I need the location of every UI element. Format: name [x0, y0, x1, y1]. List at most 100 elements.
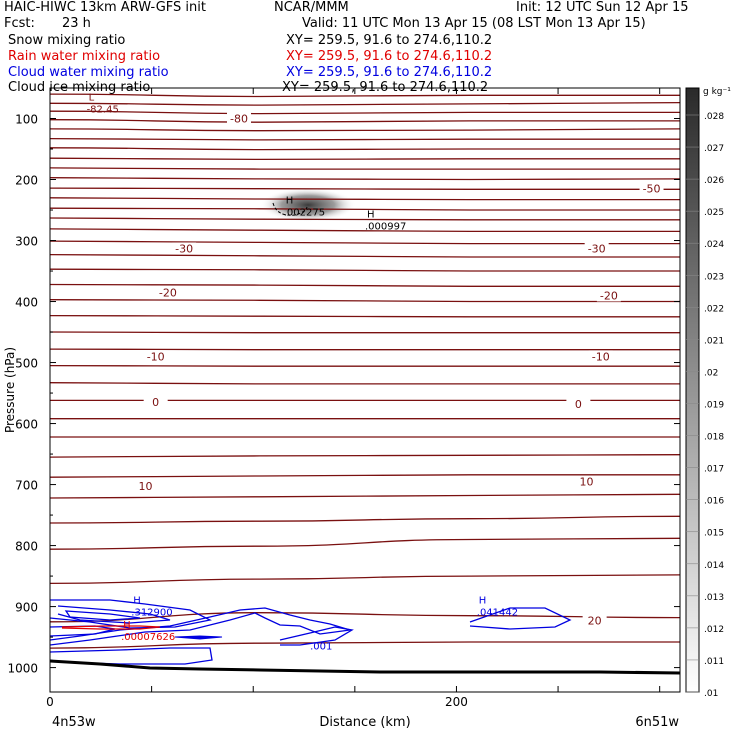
- temperature-contour-line: [50, 217, 680, 221]
- extreme-marker: H: [479, 596, 487, 607]
- extreme-value: .000997: [365, 221, 406, 232]
- colorbar-level-label: .019: [704, 401, 724, 411]
- extreme-value: .00007626: [121, 632, 175, 643]
- colorbar-level-label: .027: [704, 144, 724, 154]
- temperature-contour-line: [50, 177, 680, 181]
- field-name-snow: Snow mixing ratio: [8, 33, 126, 48]
- extreme-marker: H: [123, 620, 131, 631]
- contour-label-background: [584, 242, 609, 255]
- y-tick-label: 900: [15, 601, 38, 615]
- colorbar-level-label: .014: [704, 561, 724, 571]
- extreme-marker: H: [367, 209, 375, 220]
- field-xy-rain: XY= 259.5, 91.6 to 274.6,110.2: [286, 49, 493, 64]
- contour-label-background: [227, 112, 251, 125]
- colorbar-level-label: .023: [704, 272, 724, 282]
- x-tick-label: 0: [46, 695, 54, 709]
- contour-label-background: [566, 398, 591, 411]
- field-xy-cloud-water: XY= 259.5, 91.6 to 274.6,110.2: [286, 65, 493, 80]
- contour-label: -20: [600, 289, 618, 302]
- contour-label-background: [639, 182, 664, 195]
- temperature-contour-line: [50, 110, 680, 115]
- colorbar-unit: g kg⁻¹: [703, 87, 731, 97]
- temperature-contour-line: [50, 147, 680, 151]
- temperature-contour-line: [50, 128, 680, 132]
- extreme-marker: H: [286, 195, 294, 206]
- contour-label-background: [143, 396, 168, 409]
- colorbar-level-label: .012: [704, 625, 724, 635]
- terrain-surface: [49, 659, 681, 675]
- temperature-contour-line: [50, 157, 680, 161]
- plot-frame: [49, 87, 681, 693]
- colorbar-level-label: .028: [704, 112, 724, 122]
- extreme-value: .041442: [477, 608, 518, 619]
- y-tick-label: 200: [15, 174, 38, 188]
- colorbar: .028 .027 .026 .025 .024 .023 .022 .021 .02 .019.…: [685, 87, 731, 699]
- y-tick-label: 100: [15, 113, 38, 127]
- contour-label-background: [588, 350, 613, 363]
- contour-label: -80: [230, 113, 248, 126]
- temperature-contour-line: [50, 268, 680, 272]
- temperature-contour-line: [50, 240, 680, 245]
- left-endpoint-label: 4n53w: [52, 715, 96, 730]
- extreme-marker: L: [89, 92, 95, 103]
- y-tick-label: 1000: [7, 662, 38, 676]
- colorbar-ramp: [685, 87, 700, 693]
- contour-label: -30: [588, 242, 606, 255]
- x-axis-label: Distance (km): [319, 715, 410, 730]
- temperature-contour-line: [50, 314, 680, 318]
- temperature-contour-line: [50, 137, 680, 141]
- contour-label: 0: [575, 398, 582, 411]
- y-tick-label: 500: [15, 357, 38, 371]
- contour-label: -20: [159, 286, 177, 299]
- extreme-markers: L-82.45H.002275 H.000997H.312900H.0000762…: [87, 92, 519, 643]
- contour-label-background: [582, 614, 607, 627]
- extreme-value: .002275: [284, 207, 325, 218]
- temperature-contour-line: [50, 119, 680, 123]
- y-tick-label: 600: [15, 418, 38, 432]
- rain-water-contour: [61, 625, 161, 630]
- temperature-contour-line: [50, 493, 680, 499]
- contour-label: -10: [147, 350, 165, 363]
- forecast-hours: 23 h: [62, 16, 91, 31]
- colorbar-level-label: .025: [704, 208, 724, 218]
- contour-label: 0: [152, 396, 159, 409]
- cloud-water-labels: .001: [310, 641, 332, 652]
- temperature-contour-line: [50, 612, 680, 623]
- contour-label: 10: [139, 480, 153, 493]
- colorbar-level-label: .016: [704, 497, 724, 507]
- temperature-contour-line: [50, 187, 680, 190]
- contour-label: -50: [643, 183, 661, 196]
- temperature-contour-line: [50, 228, 680, 233]
- contour-label-background: [574, 475, 599, 488]
- cloud-ice-shading: [260, 188, 356, 222]
- y-axis-label: Pressure (hPa): [3, 347, 17, 433]
- contour-label: 20: [588, 615, 602, 628]
- cloud-water-contour: [469, 607, 572, 630]
- y-tick-label: 400: [15, 296, 38, 310]
- colorbar-level-label: .022: [704, 304, 724, 314]
- temperature-contour-line: [50, 197, 680, 201]
- cloud-water-contour: [174, 635, 223, 640]
- rain-water-contours: [61, 625, 161, 630]
- y-tick-label: 800: [15, 540, 38, 554]
- temperature-contour-line: [50, 348, 680, 351]
- cloud-ice-contours: [272, 202, 308, 216]
- temperature-contour-line: [50, 474, 680, 478]
- cloud-water-contour: [50, 625, 116, 637]
- cloud-water-contour: [279, 626, 354, 646]
- temperature-contour-line: [50, 101, 680, 106]
- temperature-contour-line: [50, 537, 680, 550]
- contour-label-background: [596, 289, 621, 302]
- field-name-cloud-water: Cloud water mixing ratio: [8, 65, 169, 80]
- field-name-rain: Rain water mixing ratio: [8, 49, 161, 64]
- temperature-contours: -80 -50 -30 -30 -20 -20 -10 -10 0 0 10 10 20: [50, 93, 680, 649]
- colorbar-level-label: .018: [704, 433, 724, 443]
- temperature-contour-line: [50, 574, 680, 585]
- contour-label-background: [143, 350, 168, 363]
- cloud-water-contour: [50, 599, 212, 629]
- colorbar-level-label: .01: [704, 689, 718, 699]
- temperature-contour-line: [50, 641, 680, 649]
- extreme-value: .312900: [131, 608, 172, 619]
